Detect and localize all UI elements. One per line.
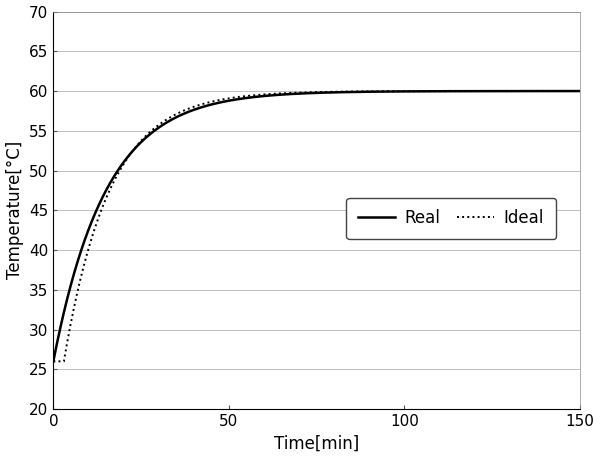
Real [252, 94, 259, 100]
Ideal [50, 359, 57, 364]
Ideal [141, 134, 148, 140]
Real [275, 92, 282, 98]
Ideal [509, 88, 517, 94]
Line: Real: Real [53, 91, 580, 361]
Real [577, 88, 584, 94]
Y-axis label: Temperature[°C]: Temperature[°C] [5, 141, 23, 279]
Legend: Real, Ideal: Real, Ideal [346, 197, 556, 239]
Ideal [577, 88, 584, 94]
Real [141, 136, 148, 142]
Real [110, 174, 117, 180]
X-axis label: Time[min]: Time[min] [274, 435, 359, 453]
Line: Ideal: Ideal [53, 91, 580, 361]
Real [566, 88, 573, 94]
Real [50, 359, 57, 364]
Ideal [252, 93, 259, 98]
Ideal [110, 180, 117, 185]
Ideal [566, 88, 573, 94]
Ideal [275, 91, 282, 96]
Real [509, 88, 517, 94]
